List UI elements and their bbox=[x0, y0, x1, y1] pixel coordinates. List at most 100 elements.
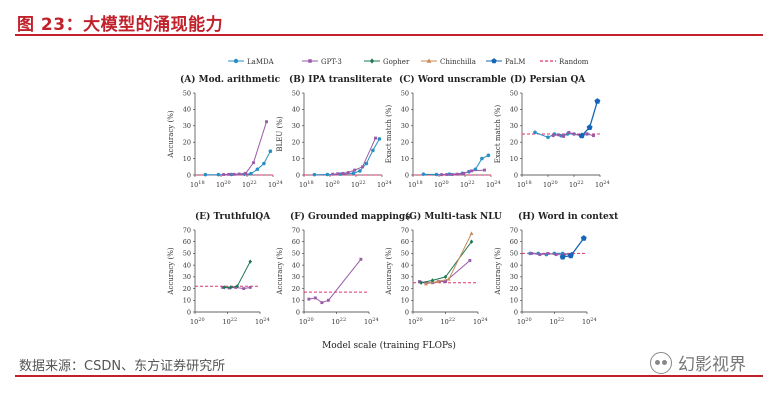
y-tick-label: 30 bbox=[292, 273, 300, 281]
data-point bbox=[426, 58, 432, 63]
y-tick-label: 40 bbox=[292, 106, 300, 114]
panel-title: (D) Persian QA bbox=[510, 74, 586, 85]
x-tick-label: 1022 bbox=[569, 180, 584, 189]
legend-entry: Gopher bbox=[364, 58, 410, 66]
y-tick-label: 10 bbox=[510, 155, 518, 163]
series-gopher bbox=[222, 259, 253, 290]
x-tick-exponent: 20 bbox=[442, 180, 448, 186]
data-point bbox=[440, 173, 444, 177]
x-tick-label: 1020 bbox=[434, 180, 449, 189]
y-tick-label: 10 bbox=[510, 297, 518, 305]
x-tick-label: 1022 bbox=[441, 317, 456, 326]
footer-rule bbox=[15, 375, 763, 377]
y-tick-label: 10 bbox=[292, 155, 300, 163]
data-point bbox=[248, 259, 253, 264]
data-point bbox=[320, 301, 324, 305]
y-axis-label: Exact match (%) bbox=[494, 104, 502, 163]
y-axis-label: Exact match (%) bbox=[385, 104, 393, 163]
data-point bbox=[567, 252, 574, 259]
data-point bbox=[538, 253, 542, 257]
y-tick-label: 60 bbox=[183, 238, 191, 246]
data-point bbox=[371, 148, 375, 153]
x-tick-label: 1018 bbox=[190, 180, 205, 189]
watermark: 幻影视界 bbox=[650, 350, 746, 375]
x-tick-exponent: 24 bbox=[494, 180, 500, 186]
data-point bbox=[222, 173, 226, 176]
data-point bbox=[364, 161, 369, 166]
x-tick-exponent: 22 bbox=[468, 180, 474, 186]
legend-entry: Chinchilla bbox=[421, 58, 476, 66]
y-tick-label: 0 bbox=[514, 308, 518, 316]
data-point bbox=[244, 171, 248, 175]
y-axis-label: Accuracy (%) bbox=[494, 247, 502, 295]
legend-label: PaLM bbox=[505, 58, 525, 66]
x-tick-exponent: 22 bbox=[577, 180, 583, 186]
series-gpt-3 bbox=[307, 257, 363, 305]
x-tick-label: 1022 bbox=[242, 180, 257, 189]
data-point bbox=[551, 134, 555, 138]
panel-title: (E) TruthfulQA bbox=[195, 211, 271, 222]
data-point bbox=[445, 173, 449, 176]
data-point bbox=[262, 161, 266, 166]
data-point bbox=[562, 135, 566, 138]
x-tick-exponent: 18 bbox=[416, 180, 422, 186]
y-tick-label: 10 bbox=[183, 155, 191, 163]
x-tick-exponent: 20 bbox=[307, 317, 313, 323]
x-tick-exponent: 22 bbox=[449, 317, 455, 323]
data-point bbox=[313, 296, 317, 300]
panel-f: (F) Grounded mappings0102030405060701020… bbox=[276, 211, 410, 326]
y-tick-label: 20 bbox=[510, 285, 518, 293]
panel-title: (C) Word unscramble bbox=[399, 74, 507, 85]
x-tick-label: 1024 bbox=[364, 317, 379, 326]
panel-title: (B) IPA transliterate bbox=[289, 74, 392, 85]
y-tick-label: 20 bbox=[510, 139, 518, 147]
y-tick-label: 10 bbox=[401, 297, 409, 305]
x-tick-label: 1022 bbox=[550, 317, 565, 326]
legend-label: GPT-3 bbox=[321, 58, 342, 66]
y-axis-label: BLEU (%) bbox=[276, 116, 284, 151]
series-lamda bbox=[312, 137, 382, 177]
y-tick-label: 0 bbox=[405, 171, 409, 179]
y-axis-label: Accuracy (%) bbox=[276, 247, 284, 295]
watermark-text: 幻影视界 bbox=[678, 355, 746, 375]
x-tick-exponent: 20 bbox=[525, 317, 531, 323]
series-gpt-3 bbox=[331, 136, 377, 176]
data-point bbox=[434, 172, 439, 177]
series-line bbox=[419, 260, 471, 284]
data-point bbox=[341, 171, 345, 175]
data-point bbox=[331, 172, 335, 176]
legend-entry: LaMDA bbox=[228, 58, 275, 66]
y-tick-label: 50 bbox=[183, 89, 191, 97]
y-tick-label: 40 bbox=[401, 106, 409, 114]
data-point bbox=[585, 132, 589, 136]
series-palm bbox=[578, 98, 601, 139]
data-point bbox=[455, 172, 459, 176]
legend-entry: PaLM bbox=[486, 58, 525, 66]
x-tick-exponent: 20 bbox=[551, 180, 557, 186]
y-tick-label: 20 bbox=[292, 139, 300, 147]
y-tick-label: 20 bbox=[183, 285, 191, 293]
x-tick-label: 1018 bbox=[517, 180, 532, 189]
series-chinchilla bbox=[424, 231, 474, 286]
data-point bbox=[326, 298, 330, 302]
data-point bbox=[325, 172, 330, 177]
x-tick-exponent: 22 bbox=[340, 317, 346, 323]
data-point bbox=[435, 279, 440, 283]
figure-title: 图 23：大模型的涌现能力 bbox=[17, 15, 224, 35]
x-tick-exponent: 22 bbox=[359, 180, 365, 186]
series-line bbox=[581, 101, 599, 137]
source-note: 数据来源：CSDN、东方证券研究所 bbox=[19, 359, 226, 374]
y-tick-label: 30 bbox=[401, 273, 409, 281]
data-point bbox=[308, 59, 312, 63]
legend-label: Gopher bbox=[383, 58, 410, 66]
y-tick-label: 50 bbox=[401, 89, 409, 97]
data-point bbox=[421, 172, 426, 176]
data-point bbox=[248, 285, 252, 289]
x-tick-label: 1020 bbox=[190, 317, 205, 326]
data-point bbox=[530, 251, 534, 255]
